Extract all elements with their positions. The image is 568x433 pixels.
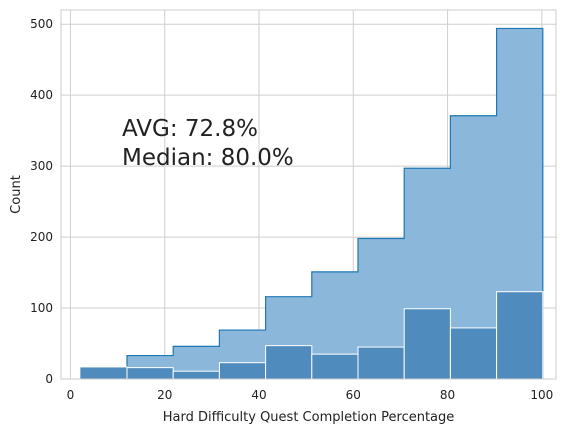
histogram-bar bbox=[449, 327, 498, 380]
histogram-bar bbox=[218, 362, 267, 380]
y-tick-label: 300 bbox=[30, 159, 53, 173]
histogram-bar bbox=[126, 367, 174, 380]
y-tick-label: 500 bbox=[30, 17, 53, 31]
y-tick-label: 100 bbox=[30, 301, 53, 315]
histogram-bar bbox=[496, 291, 544, 380]
x-tick-label: 80 bbox=[440, 388, 455, 402]
x-axis-title: Hard Difficulty Quest Completion Percent… bbox=[163, 410, 455, 425]
step-series-fill bbox=[127, 28, 543, 379]
tick-labels: 0 20 40 60 80 100 0 100 200 300 400 500 bbox=[30, 17, 553, 402]
histogram-bar bbox=[172, 370, 220, 380]
plot-area bbox=[79, 27, 544, 380]
annotation-average: AVG: 72.8% bbox=[122, 116, 258, 142]
x-tick-label: 100 bbox=[530, 388, 553, 402]
y-tick-label: 0 bbox=[45, 372, 53, 386]
x-tick-label: 0 bbox=[67, 388, 75, 402]
x-tick-label: 40 bbox=[251, 388, 266, 402]
histogram-bar bbox=[403, 308, 451, 380]
histogram-bar bbox=[79, 366, 128, 380]
x-tick-label: 60 bbox=[346, 388, 361, 402]
step-series-outline bbox=[126, 27, 544, 379]
histogram-bar bbox=[357, 346, 405, 380]
y-tick-label: 200 bbox=[30, 230, 53, 244]
annotation-median: Median: 80.0% bbox=[122, 145, 294, 171]
histogram-bar bbox=[311, 353, 359, 380]
histogram-bar bbox=[265, 345, 313, 380]
y-tick-label: 400 bbox=[30, 88, 53, 102]
y-axis-title: Count bbox=[9, 175, 24, 214]
x-tick-label: 20 bbox=[157, 388, 172, 402]
axes-frame bbox=[60, 9, 557, 380]
